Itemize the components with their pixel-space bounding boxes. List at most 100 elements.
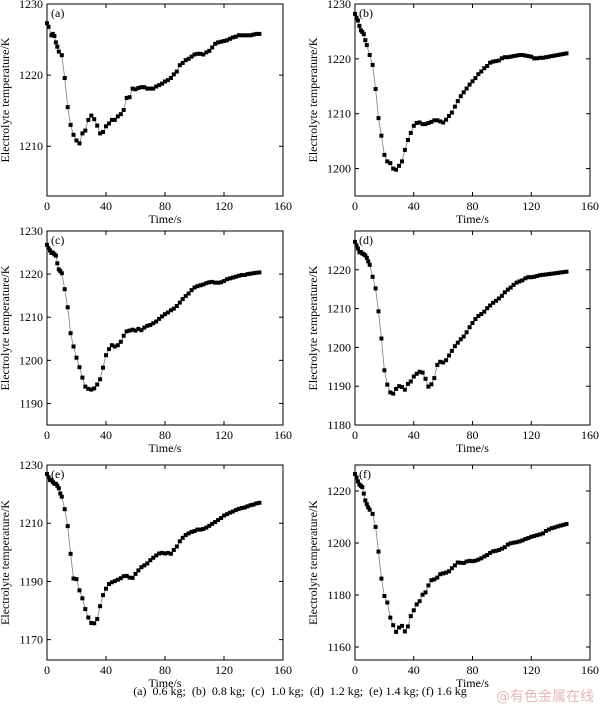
data-point: [55, 483, 60, 488]
data-point: [461, 90, 466, 95]
data-point: [65, 305, 70, 310]
data-point: [136, 326, 141, 331]
data-point: [59, 494, 64, 499]
data-point: [254, 501, 259, 506]
data-point: [151, 86, 156, 91]
data-point: [148, 323, 153, 327]
data-point: [376, 309, 381, 314]
data-point: [168, 76, 173, 80]
data-point: [511, 540, 516, 545]
data-point: [45, 242, 49, 247]
data-point: [449, 110, 454, 115]
data-point: [65, 524, 70, 529]
data-point: [242, 273, 247, 277]
data-point: [222, 39, 226, 43]
data-point: [385, 159, 390, 164]
data-point: [458, 337, 463, 342]
data-point: [357, 23, 362, 28]
x-tick-label: 120: [215, 199, 233, 213]
data-point: [248, 271, 253, 276]
data-point: [74, 138, 79, 143]
y-tick-label: 1190: [19, 396, 43, 410]
data-point: [558, 523, 563, 528]
data-point: [104, 586, 108, 591]
data-point: [435, 362, 440, 367]
y-tick-label: 1230: [327, 0, 351, 11]
data-point: [529, 54, 534, 59]
data-point: [136, 568, 141, 573]
y-axis-label: Electrolyte temperature/K: [306, 500, 320, 625]
data-point: [363, 498, 368, 503]
x-tick-label: 40: [100, 428, 112, 442]
data-point: [157, 316, 162, 321]
data-point: [517, 279, 522, 284]
x-tick-label: 120: [215, 428, 233, 442]
data-point: [180, 535, 185, 540]
data-point: [488, 303, 493, 308]
data-point: [564, 51, 569, 56]
data-point: [517, 53, 522, 57]
data-point: [561, 51, 566, 56]
plot-frame: [46, 3, 284, 197]
data-point: [488, 550, 493, 555]
data-point: [408, 130, 413, 135]
data-point: [189, 288, 194, 293]
data-point: [233, 34, 238, 39]
data-point: [207, 280, 212, 285]
chart-panel-a: 0 40 80 120 160 1210 1220 1230 Time/s Electrolyte…: [0, 0, 292, 226]
data-point: [391, 391, 396, 396]
data-point: [136, 85, 141, 90]
data-point: [532, 56, 537, 61]
data-point: [236, 506, 241, 511]
data-point: [46, 24, 51, 29]
y-tick-label: 1210: [19, 139, 43, 153]
data-point: [171, 306, 176, 311]
data-point: [400, 623, 404, 628]
data-point: [204, 525, 209, 530]
data-point: [438, 359, 443, 364]
data-point: [508, 285, 513, 290]
data-point: [385, 600, 390, 605]
data-point: [222, 513, 226, 518]
data-point: [180, 61, 185, 65]
data-point: [367, 262, 372, 267]
panel-label: (d): [359, 233, 373, 247]
y-tick-label: 1190: [327, 379, 351, 393]
data-point: [397, 163, 402, 168]
y-tick-label: 1180: [327, 418, 351, 432]
data-point: [219, 39, 224, 44]
data-point: [417, 369, 422, 374]
panel-label: (c): [51, 233, 64, 247]
x-tick-label: 120: [215, 663, 233, 677]
data-point: [499, 293, 504, 298]
data-point: [195, 51, 200, 56]
x-tick-label: 80: [467, 199, 479, 213]
data-point: [163, 551, 167, 556]
data-point: [77, 588, 82, 593]
data-point: [529, 534, 534, 539]
data-point: [74, 355, 79, 360]
data-point: [195, 284, 200, 289]
data-point: [535, 56, 540, 61]
data-point: [230, 509, 235, 514]
data-point: [242, 505, 247, 510]
data-point: [514, 280, 519, 285]
data-point: [177, 300, 182, 305]
y-tick-label: 1230: [19, 0, 43, 11]
data-point: [411, 608, 416, 613]
data-point: [549, 526, 554, 531]
data-point: [239, 273, 244, 277]
data-point: [148, 86, 153, 91]
data-point: [491, 59, 496, 64]
data-point: [467, 558, 472, 563]
data-point: [473, 76, 478, 81]
data-point: [109, 580, 114, 585]
data-point: [204, 50, 209, 55]
y-tick-label: 1220: [327, 52, 351, 66]
data-point: [109, 117, 114, 122]
data-point: [414, 371, 419, 376]
data-point: [517, 539, 522, 544]
data-point: [482, 554, 487, 559]
data-point: [353, 239, 357, 244]
data-point: [115, 114, 120, 119]
